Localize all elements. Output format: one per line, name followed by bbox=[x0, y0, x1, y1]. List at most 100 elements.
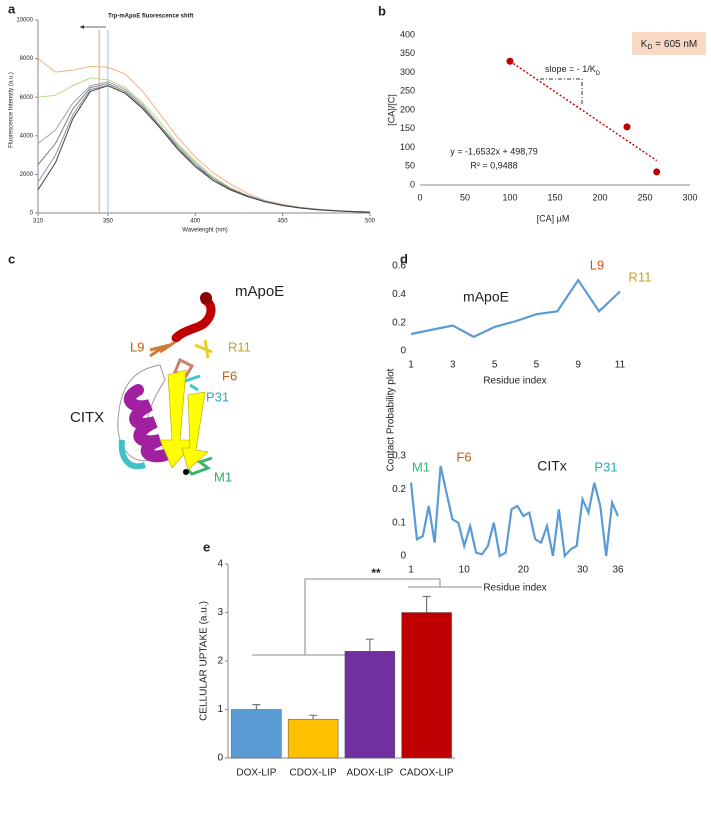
annotation: F6 bbox=[456, 449, 471, 464]
error-bar bbox=[309, 714, 318, 720]
slope-triangle bbox=[540, 78, 583, 106]
panel-letter: c bbox=[8, 251, 15, 266]
x-tick-label: 36 bbox=[612, 565, 624, 576]
y-tick-label: 0.4 bbox=[392, 289, 406, 300]
y-tick-label: 6000 bbox=[20, 95, 34, 101]
n-terminus bbox=[183, 469, 189, 475]
x-tick-label: 5 bbox=[534, 360, 540, 371]
y-tick-label: 0 bbox=[217, 753, 223, 764]
x-tick-label: 250 bbox=[637, 192, 652, 202]
y-tick-label: 0.2 bbox=[392, 484, 406, 495]
y-tick-label: 0.1 bbox=[392, 517, 406, 528]
y-tick-label: 350 bbox=[400, 48, 415, 58]
y-tick-label: 0 bbox=[400, 551, 406, 562]
l9-residue bbox=[149, 340, 176, 358]
series-line bbox=[409, 465, 620, 559]
point bbox=[506, 57, 514, 65]
series-line bbox=[410, 278, 621, 339]
y-tick-label: 1 bbox=[217, 704, 223, 715]
y-axis-label: [CA]/[C] bbox=[386, 94, 396, 126]
trend-line bbox=[509, 60, 658, 162]
panel-letter: b bbox=[378, 3, 386, 18]
y-tick-label: 4000 bbox=[20, 133, 34, 139]
y-axis-label: Fluorescence Intensity (a.u.) bbox=[9, 72, 15, 148]
x-tick-label: 5 bbox=[492, 360, 498, 371]
turn bbox=[118, 439, 146, 470]
y-tick-label: 400 bbox=[400, 29, 415, 39]
m1-residue bbox=[186, 456, 213, 476]
y-tick-label: 8000 bbox=[20, 56, 34, 62]
slope-label: slope = - 1/KD bbox=[545, 64, 601, 76]
x-tick-label: 3 bbox=[450, 360, 456, 371]
x-tick-label: 20 bbox=[518, 565, 530, 576]
significance-bracket bbox=[252, 578, 482, 656]
y-tick-label: 150 bbox=[400, 123, 415, 133]
y-tick-label: 2 bbox=[217, 656, 223, 667]
kd-label: KD = 605 nM bbox=[641, 39, 698, 51]
x-tick-label: 9 bbox=[575, 360, 581, 371]
x-tick-label: 300 bbox=[682, 192, 697, 202]
panel-letter: e bbox=[203, 539, 210, 554]
y-tick-label: 3 bbox=[217, 607, 223, 618]
mapoe-tube bbox=[171, 295, 216, 343]
slope-text: slope = - 1/K bbox=[545, 64, 596, 74]
chart-title: CITx bbox=[537, 458, 567, 474]
x-tick-label: 400 bbox=[190, 219, 201, 225]
x-tick-label: 30 bbox=[577, 565, 589, 576]
structure-label: R11 bbox=[228, 339, 251, 354]
x-axis-label: Residue index bbox=[483, 376, 546, 387]
bar bbox=[231, 709, 282, 759]
x-tick-label: DOX-LIP bbox=[236, 768, 276, 779]
slope-sub: D bbox=[596, 71, 601, 77]
mapoe-end bbox=[200, 292, 212, 304]
x-axis-label: [CA] µM bbox=[537, 213, 570, 223]
x-tick-label: 1 bbox=[408, 360, 414, 371]
error-bar bbox=[252, 704, 261, 710]
x-tick-label: 50 bbox=[460, 192, 470, 202]
point bbox=[653, 168, 661, 176]
x-tick-label: CADOX-LIP bbox=[400, 768, 454, 779]
x-axis-label: Wavelenght (nm) bbox=[182, 228, 227, 234]
y-tick-label: 0 bbox=[400, 346, 406, 357]
point bbox=[623, 123, 631, 131]
error-bar bbox=[422, 595, 431, 613]
y-tick-label: 100 bbox=[400, 142, 415, 152]
kd-text: K bbox=[641, 39, 648, 50]
x-tick-label: ADOX-LIP bbox=[347, 768, 394, 779]
panel-letter: d bbox=[400, 251, 408, 266]
panel-letter: a bbox=[8, 1, 16, 16]
annotation: P31 bbox=[594, 459, 617, 474]
bar bbox=[287, 718, 339, 759]
sheet bbox=[181, 391, 209, 471]
x-tick-label: CDOX-LIP bbox=[290, 768, 338, 779]
y-axis-label: CELLULAR UPTAKE (a.u.) bbox=[199, 601, 210, 721]
significance: ** bbox=[371, 566, 381, 580]
arrow-head bbox=[80, 25, 84, 29]
structure-label: M1 bbox=[214, 469, 232, 484]
x-tick-label: 500 bbox=[365, 219, 376, 225]
series-line bbox=[37, 85, 371, 213]
bar bbox=[401, 612, 452, 759]
y-tick-label: 250 bbox=[400, 86, 415, 96]
x-tick-label: 350 bbox=[103, 219, 114, 225]
equation: y = -1,6532x + 498,79 bbox=[450, 146, 538, 156]
y-tick-label: 0.6 bbox=[392, 261, 406, 272]
y-tick-label: 0 bbox=[30, 211, 34, 217]
r11-residue bbox=[194, 339, 213, 359]
chart-title: mApoE bbox=[463, 289, 509, 305]
structure-label: L9 bbox=[130, 339, 144, 354]
structure bbox=[117, 292, 216, 476]
x-tick-label: 10 bbox=[459, 565, 471, 576]
helix bbox=[123, 384, 171, 463]
y-tick-label: 0.2 bbox=[392, 317, 406, 328]
kd-box bbox=[632, 32, 706, 55]
structure-label: CITX bbox=[70, 409, 104, 426]
structure-label: P31 bbox=[206, 389, 229, 404]
x-tick-label: 450 bbox=[278, 219, 289, 225]
x-tick-label: 0 bbox=[417, 192, 422, 202]
y-tick-label: 50 bbox=[405, 161, 415, 171]
error-bar bbox=[365, 638, 374, 652]
kd-value: = 605 nM bbox=[652, 39, 697, 50]
y-tick-label: 0 bbox=[410, 179, 415, 189]
